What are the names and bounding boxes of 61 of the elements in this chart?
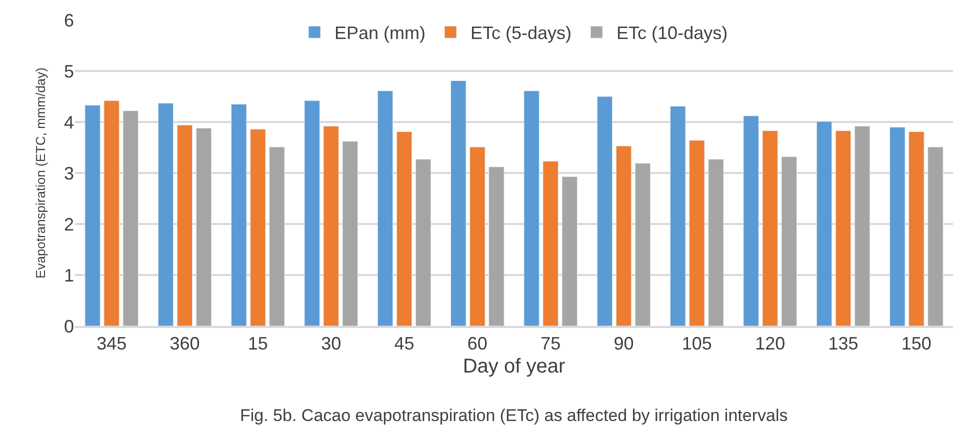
bar <box>250 128 266 326</box>
caption: Fig. 5b. Cacao evapotranspiration (ETc) as affected by irrigation intervals <box>240 406 788 425</box>
bar <box>470 146 486 326</box>
bar <box>524 90 540 326</box>
x-tick-label: 90 <box>614 334 634 354</box>
bar <box>542 161 558 326</box>
bar <box>616 146 632 326</box>
x-tick-label: 45 <box>394 334 414 354</box>
x-tick-label: 345 <box>96 334 127 354</box>
bar <box>377 90 394 326</box>
legend-label: ETc (10-days) <box>616 23 728 44</box>
y-tick-label: 4 <box>64 112 74 132</box>
bar <box>670 106 686 326</box>
x-tick-label: 75 <box>540 334 561 354</box>
bar <box>689 140 705 326</box>
x-tick-label: 150 <box>901 334 932 354</box>
bar <box>890 126 906 326</box>
bar <box>762 130 778 326</box>
bar <box>835 130 852 326</box>
bar <box>781 156 797 326</box>
bar <box>816 121 832 326</box>
bar <box>928 146 944 326</box>
y-tick-label: 2 <box>64 214 74 234</box>
x-tick-label: 15 <box>248 334 268 354</box>
bar <box>743 116 759 326</box>
bar <box>269 146 285 326</box>
bar <box>596 96 613 326</box>
bar <box>488 166 504 326</box>
y-tick-label: 3 <box>64 163 74 184</box>
y-tick-label: 6 <box>64 10 74 30</box>
bar <box>342 141 358 326</box>
bar <box>176 124 193 326</box>
y-tick-label: 1 <box>64 265 74 286</box>
bar <box>304 100 320 326</box>
x-tick-label: 105 <box>682 334 712 354</box>
bar <box>84 104 100 326</box>
x-axis-title: Day of year <box>462 356 566 378</box>
x-tick-label: 120 <box>755 334 786 354</box>
bar <box>450 80 466 326</box>
y-tick-label: 5 <box>64 61 74 82</box>
bar <box>854 126 870 326</box>
bar <box>231 104 247 326</box>
bar <box>196 128 212 326</box>
y-axis-title: Evapotranspiration (ETC, mmm/day) <box>32 68 48 278</box>
legend-label: ETc (5-days) <box>470 23 572 44</box>
bar <box>158 102 174 326</box>
bar <box>323 126 339 326</box>
bar <box>562 176 578 326</box>
bar <box>104 100 120 326</box>
bar <box>908 131 924 326</box>
x-tick-label: 135 <box>828 334 858 354</box>
y-tick-label: 0 <box>64 316 74 336</box>
bar <box>415 158 432 326</box>
bar <box>708 158 724 326</box>
bar <box>396 131 412 326</box>
x-tick-label: 360 <box>170 334 200 354</box>
x-tick-label: 30 <box>321 334 342 354</box>
bar <box>122 110 138 326</box>
legend-label: EPan (mm) <box>334 23 426 44</box>
bar <box>634 163 651 326</box>
x-tick-label: 60 <box>467 334 488 354</box>
